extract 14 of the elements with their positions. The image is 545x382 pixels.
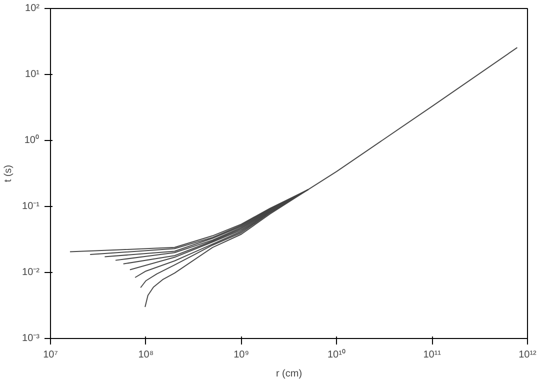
x-axis-title: r (cm)	[276, 368, 302, 380]
x-tick-label: 10¹⁰	[327, 348, 346, 360]
y-tick-label: 10⁰	[24, 134, 40, 146]
x-tick-label: 10⁸	[138, 350, 154, 360]
y-tick-label: 10¹	[25, 69, 40, 80]
x-tick-label: 10¹²	[518, 350, 538, 360]
y-tick-label: 10⁻¹	[22, 201, 40, 212]
x-tick-label: 10⁷	[43, 350, 58, 360]
x-tick-label: 10⁹	[234, 350, 250, 360]
y-axis-title: t (s)	[3, 164, 14, 182]
y-tick-label: 10²	[25, 3, 40, 14]
y-tick-label: 10⁻³	[22, 333, 40, 344]
y-tick-label: 10⁻²	[22, 267, 40, 278]
x-tick-label: 10¹¹	[423, 350, 442, 360]
